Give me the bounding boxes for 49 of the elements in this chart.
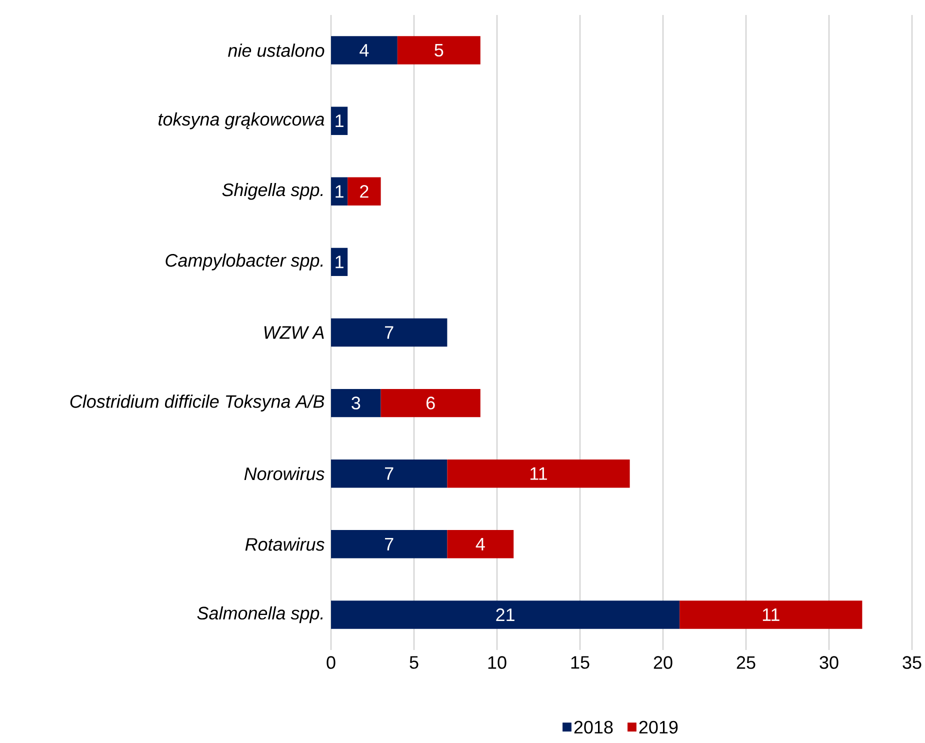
y-tick-label: Shigella spp.	[222, 182, 323, 200]
y-tick-label: Rotawirus	[245, 538, 324, 551]
data-label: 7	[385, 538, 394, 550]
x-tick-label: 30	[820, 656, 838, 669]
data-label: 11	[762, 608, 780, 621]
bar	[331, 36, 398, 64]
data-label: 7	[385, 467, 394, 480]
y-tick-label: nie ustalono	[228, 44, 324, 57]
x-tick-label: 0	[326, 656, 336, 669]
bar	[348, 177, 381, 206]
data-label: 5	[434, 44, 444, 57]
bar	[331, 177, 348, 206]
y-tick-label: Salmonella spp.	[197, 606, 323, 624]
x-tick-label: 10	[488, 656, 506, 669]
y-tick-label: WZW A	[264, 326, 324, 339]
legend-label: 2018	[574, 720, 613, 734]
y-tick-label: toksyna grąkowcowa	[158, 112, 324, 130]
data-label: 21	[496, 608, 514, 621]
bar	[397, 36, 480, 64]
data-label: 1	[336, 256, 344, 268]
y-tick-label: Clostridium difficile Toksyna A/B	[70, 394, 324, 412]
bar	[331, 318, 448, 347]
bar	[331, 388, 381, 418]
data-label: 7	[385, 326, 394, 339]
data-label: 6	[426, 396, 435, 410]
data-label: 4	[360, 44, 369, 56]
data-label: 1	[336, 185, 344, 198]
bar	[380, 388, 480, 418]
bar	[331, 106, 348, 135]
y-tick-label: Norowirus	[244, 466, 324, 480]
x-tick-label: 25	[736, 656, 756, 669]
x-tick-label: 15	[571, 656, 590, 669]
bar	[331, 459, 448, 488]
bar	[331, 248, 348, 276]
bar	[447, 530, 514, 558]
bar	[331, 600, 680, 629]
data-label: 2	[360, 185, 368, 198]
data-label: 4	[476, 538, 485, 550]
x-tick-label: 35	[902, 656, 922, 669]
x-tick-label: 20	[654, 656, 672, 669]
bar	[331, 530, 448, 558]
bar	[447, 459, 630, 488]
data-label: 3	[352, 396, 360, 410]
legend-label: 2019	[639, 720, 678, 734]
bar	[680, 600, 862, 629]
y-tick-label: Campylobacter spp.	[166, 254, 323, 270]
x-tick-label: 5	[410, 656, 418, 669]
data-label: 1	[336, 114, 344, 128]
data-label: 11	[530, 467, 547, 480]
